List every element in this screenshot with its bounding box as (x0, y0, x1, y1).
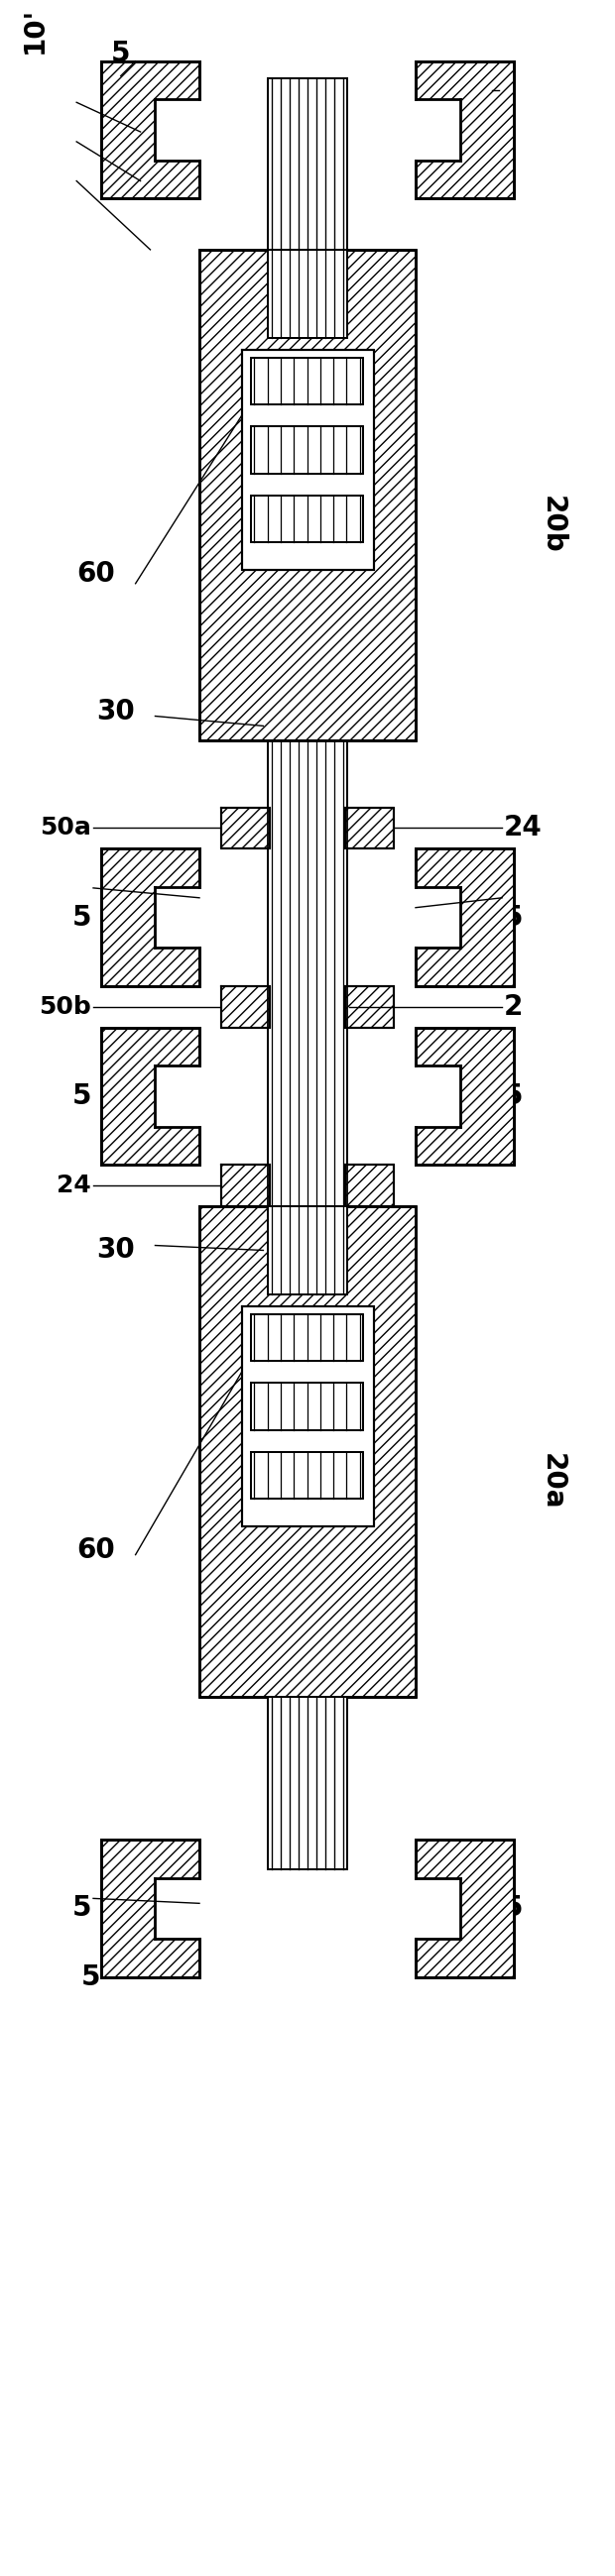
Text: 5: 5 (72, 1893, 91, 1922)
Bar (416, 848, 514, 987)
Bar (250, 1453, 363, 1499)
Text: 50b: 50b (39, 994, 91, 1018)
Bar (414, 886, 460, 948)
Text: 24: 24 (504, 814, 542, 842)
Bar (345, 1164, 394, 1206)
Bar (268, 1698, 347, 1870)
Text: 5: 5 (504, 1893, 523, 1922)
Bar (345, 806, 394, 848)
Text: 5: 5 (111, 39, 130, 67)
Bar (101, 62, 199, 198)
Bar (416, 1839, 514, 1976)
Text: 5: 5 (494, 75, 514, 100)
Text: 30: 30 (97, 698, 135, 724)
Bar (268, 250, 347, 337)
Bar (250, 358, 363, 404)
Text: 20b: 20b (539, 495, 566, 554)
Bar (242, 1306, 375, 1525)
Text: 20a: 20a (539, 1453, 566, 1510)
Bar (268, 77, 347, 250)
Bar (268, 1206, 347, 1296)
Bar (250, 495, 363, 544)
Bar (155, 886, 201, 948)
Bar (221, 987, 270, 1028)
Bar (416, 62, 514, 198)
Text: 5: 5 (504, 904, 523, 933)
Bar (199, 1206, 416, 1698)
Bar (414, 100, 460, 160)
Text: 5: 5 (72, 904, 91, 933)
Bar (242, 350, 375, 569)
Bar (414, 1066, 460, 1126)
Bar (268, 1206, 347, 1296)
Text: 2: 2 (504, 992, 523, 1020)
Bar (414, 1878, 460, 1940)
Bar (199, 250, 416, 742)
Bar (250, 1383, 363, 1430)
Text: 24: 24 (57, 1175, 91, 1198)
Bar (101, 1839, 199, 1976)
Bar (155, 1066, 201, 1126)
Bar (155, 100, 201, 160)
Bar (155, 1878, 201, 1940)
Text: 5: 5 (72, 1082, 91, 1110)
Bar (268, 250, 347, 337)
Bar (221, 806, 270, 848)
Text: 5: 5 (82, 1963, 101, 1991)
Bar (221, 1164, 270, 1206)
Text: 5: 5 (504, 1082, 523, 1110)
Bar (268, 742, 347, 1206)
Bar (345, 987, 394, 1028)
Text: 60: 60 (77, 1535, 116, 1564)
Bar (250, 428, 363, 474)
Text: 50a: 50a (40, 817, 91, 840)
Text: 10': 10' (20, 8, 48, 54)
Bar (101, 848, 199, 987)
Text: 60: 60 (77, 559, 116, 587)
Bar (101, 1028, 199, 1164)
Text: 30: 30 (97, 1236, 135, 1265)
Bar (416, 1028, 514, 1164)
Bar (250, 1314, 363, 1360)
